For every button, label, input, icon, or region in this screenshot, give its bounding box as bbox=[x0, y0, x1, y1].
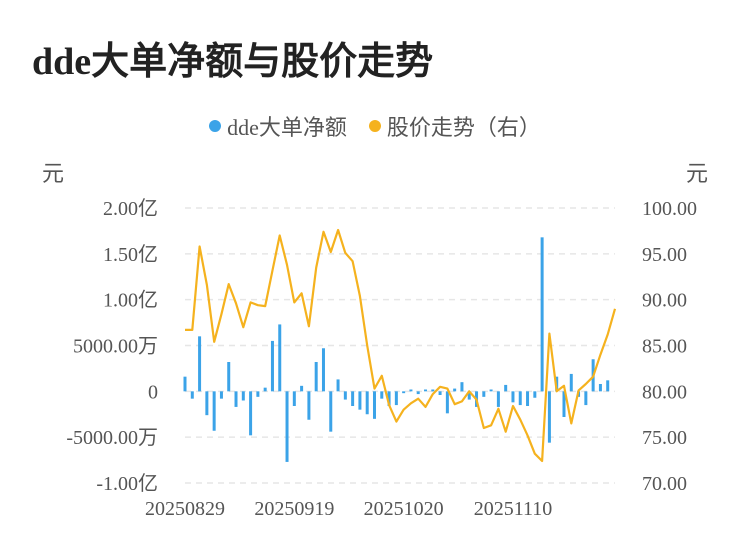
dde-bar bbox=[198, 336, 202, 392]
dde-bar bbox=[424, 389, 428, 392]
y-left-tick-label: 5000.00万 bbox=[73, 336, 158, 358]
dde-bar bbox=[402, 391, 406, 394]
dde-bar bbox=[270, 340, 274, 392]
dde-bar bbox=[606, 380, 610, 392]
price-line bbox=[185, 228, 617, 463]
legend-label-price: 股价走势（右） bbox=[386, 115, 541, 140]
x-tick-label: 20250829 bbox=[145, 498, 225, 520]
y-right-tick-label: 75.00 bbox=[642, 427, 687, 449]
dde-bar bbox=[329, 391, 333, 432]
dde-bar bbox=[438, 391, 442, 395]
dde-bar bbox=[285, 391, 289, 462]
dde-bar bbox=[416, 391, 420, 395]
x-tick-label: 20250919 bbox=[254, 498, 334, 520]
y-left-tick-label: 2.00亿 bbox=[103, 197, 158, 220]
dde-bar bbox=[227, 362, 231, 392]
dde-bar bbox=[453, 388, 457, 392]
y-left-unit: 元 bbox=[42, 161, 65, 186]
dde-bar bbox=[533, 391, 537, 398]
chart-legend: dde大单净额 股价走势（右） bbox=[0, 110, 750, 142]
x-tick-label: 20251110 bbox=[474, 498, 553, 520]
page-title: dde大单净额与股价走势 bbox=[32, 41, 434, 83]
dde-bar bbox=[518, 391, 522, 406]
dde-bar bbox=[394, 391, 398, 406]
dde-bar bbox=[387, 391, 391, 406]
dde-bar bbox=[569, 373, 573, 392]
dde-bar bbox=[526, 391, 530, 406]
dde-bar bbox=[314, 362, 318, 392]
dde-bar bbox=[241, 391, 245, 401]
dde-bar bbox=[358, 391, 362, 410]
y-left-tick-label: -5000.00万 bbox=[66, 427, 158, 449]
dde-bar bbox=[584, 391, 588, 406]
dde-bar bbox=[467, 391, 471, 400]
y-right-tick-label: 95.00 bbox=[642, 244, 687, 266]
dde-bar bbox=[547, 391, 551, 443]
dde-bar bbox=[234, 391, 238, 407]
dde-bar bbox=[496, 391, 500, 407]
dde-bar bbox=[540, 237, 544, 392]
y-left-tick-label: -1.00亿 bbox=[96, 472, 158, 495]
dde-bar bbox=[256, 391, 260, 397]
dde-bar bbox=[504, 384, 508, 392]
dde-bar bbox=[321, 348, 325, 392]
dde-bar bbox=[409, 389, 413, 392]
dde-bar bbox=[372, 391, 376, 419]
y-right-tick-label: 70.00 bbox=[642, 473, 687, 495]
dde-bar bbox=[460, 382, 464, 392]
dde-bar bbox=[183, 376, 187, 392]
dde-bar bbox=[511, 391, 515, 403]
dde-bar bbox=[343, 391, 347, 400]
dde-bar bbox=[263, 387, 267, 392]
y-left-tick-label: 1.00亿 bbox=[103, 289, 158, 312]
y-left-tick-label: 1.50亿 bbox=[103, 243, 158, 266]
dde-bar bbox=[365, 391, 369, 415]
dde-bar bbox=[205, 391, 209, 416]
dde-bar bbox=[307, 391, 311, 420]
dde-bar bbox=[292, 391, 296, 406]
y-right-unit: 元 bbox=[685, 161, 708, 186]
dde-bar bbox=[489, 389, 493, 392]
dde-bar bbox=[445, 391, 449, 414]
dde-bar bbox=[336, 379, 340, 392]
x-tick-label: 20251020 bbox=[364, 498, 444, 520]
dde-bar bbox=[351, 391, 355, 406]
dde-bar bbox=[219, 391, 223, 399]
y-left-tick-label: 0 bbox=[148, 381, 158, 403]
dde-bar bbox=[278, 324, 282, 392]
dde-bar bbox=[482, 391, 486, 397]
legend-item-price[interactable]: 股价走势（右） bbox=[368, 110, 541, 142]
dde-bar bbox=[598, 384, 602, 392]
dde-bar bbox=[380, 391, 384, 399]
y-right-tick-label: 100.00 bbox=[642, 198, 697, 220]
y-right-tick-label: 90.00 bbox=[642, 290, 687, 312]
dde-bar bbox=[249, 391, 253, 436]
dde-bar bbox=[190, 391, 194, 399]
legend-label-dde: dde大单净额 bbox=[227, 115, 347, 140]
dde-bar bbox=[300, 385, 304, 392]
y-right-tick-label: 85.00 bbox=[642, 336, 687, 358]
dde-bar bbox=[212, 391, 216, 431]
legend-dot-icon bbox=[209, 120, 222, 132]
legend-dot-icon bbox=[368, 120, 381, 132]
legend-item-dde[interactable]: dde大单净额 bbox=[209, 110, 347, 142]
dde-bar bbox=[431, 389, 435, 392]
y-right-tick-label: 80.00 bbox=[642, 381, 687, 403]
dde-bar bbox=[562, 391, 566, 417]
